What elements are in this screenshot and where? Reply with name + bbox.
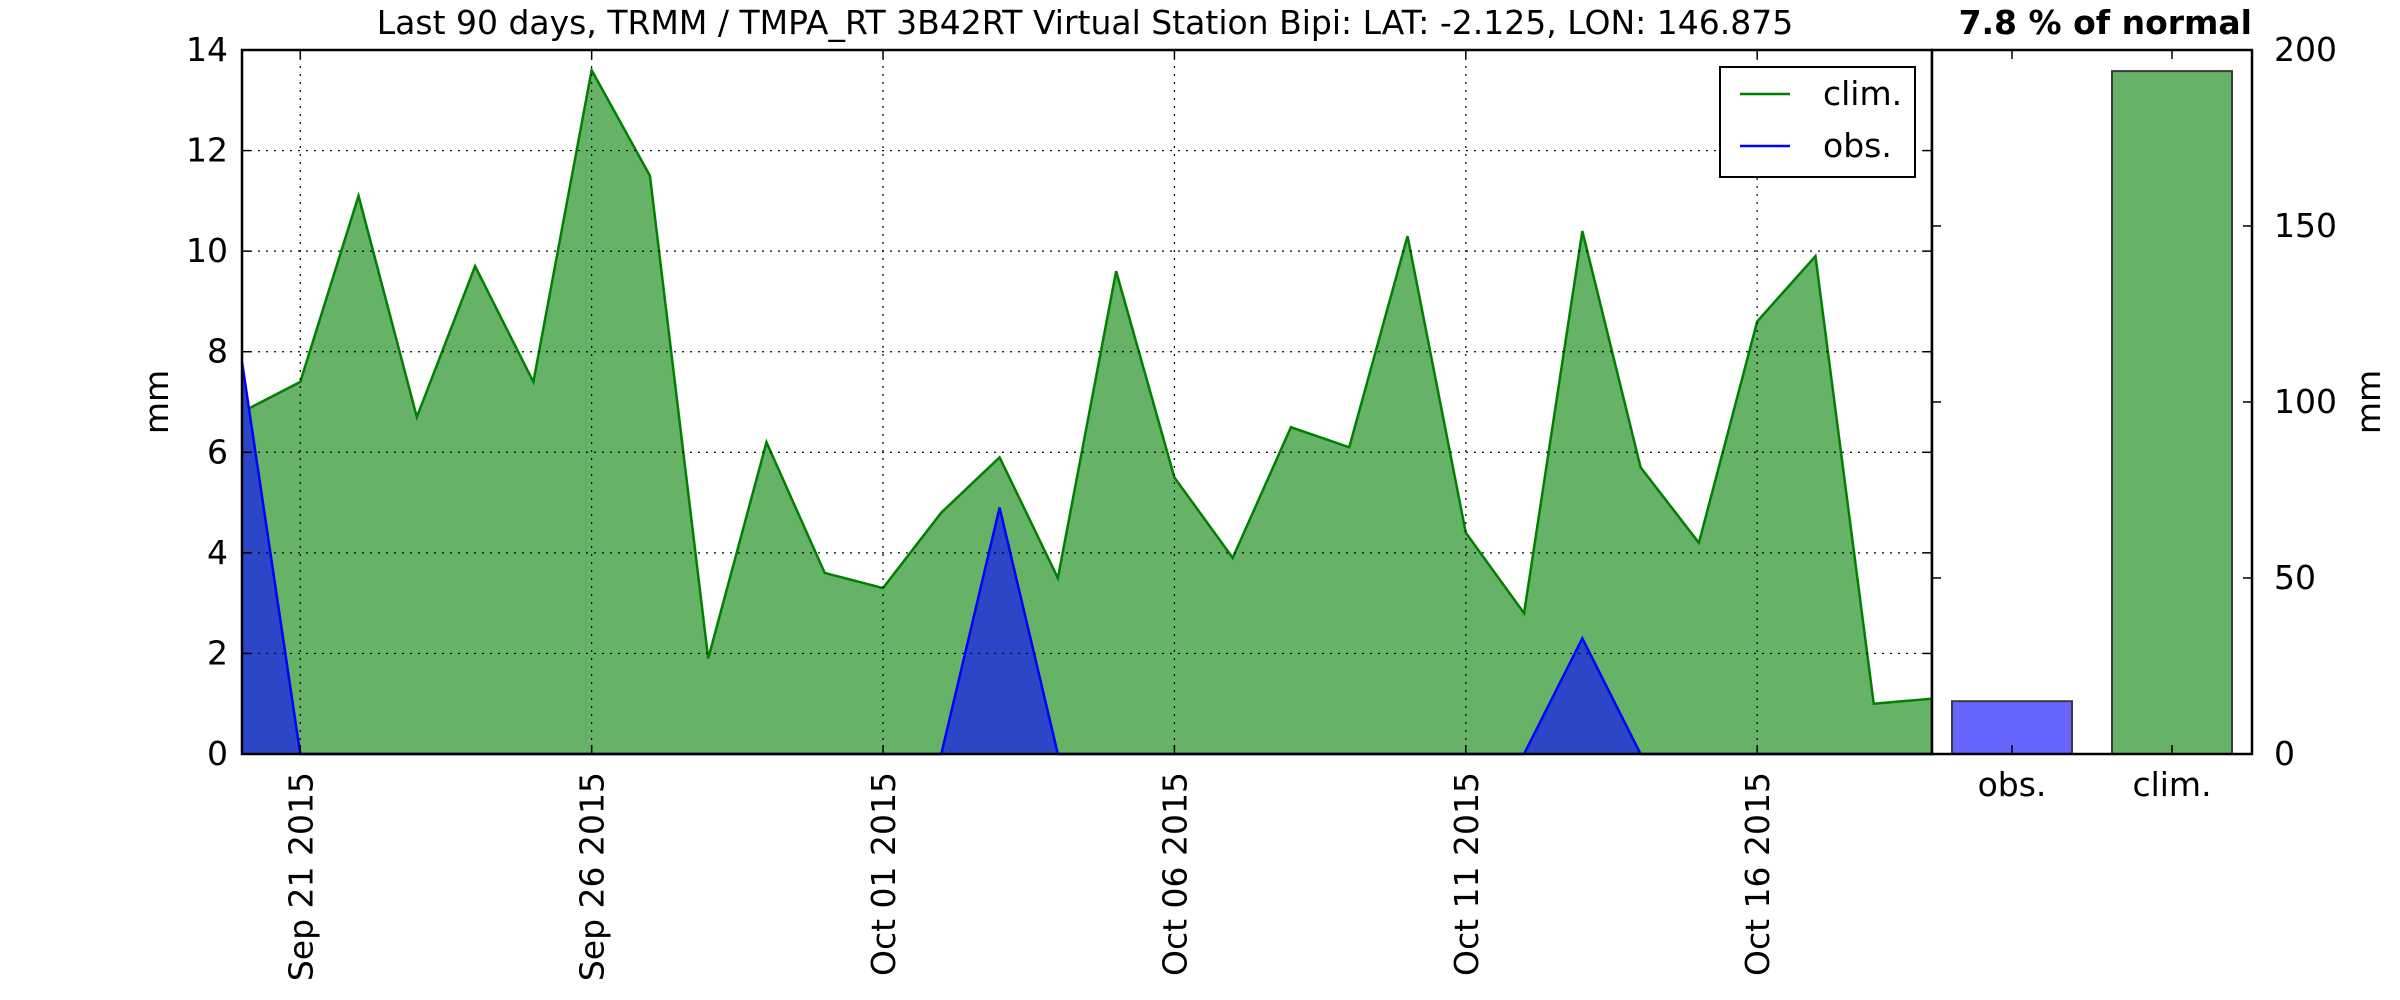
- x-tick-label: Oct 06 2015: [1155, 772, 1194, 976]
- main-plot: 0 2 4 6 8 10 12 14 Sep 21 2015 Sep 26 2015 Oct 01 …: [186, 30, 1934, 981]
- x-tick-label: Oct 01 2015: [864, 772, 903, 976]
- bar-plot-frame: [1930, 48, 2254, 756]
- y-tick-label: 10: [186, 231, 228, 270]
- series-area-0: [242, 70, 1932, 755]
- bar-y-axis-label: mm: [2349, 370, 2388, 434]
- legend-box: [1719, 66, 1916, 178]
- y-tick-label: 12: [186, 131, 228, 170]
- bar-1: [2111, 70, 2233, 756]
- main-y-axis-label: mm: [137, 370, 176, 434]
- y-tick-label: 2: [207, 633, 228, 672]
- x-tick-label: Oct 16 2015: [1738, 772, 1777, 976]
- y-tick-label: 0: [207, 734, 228, 773]
- y-tick-label: 6: [207, 432, 228, 471]
- bar-y-tick-label: 200: [2274, 30, 2337, 69]
- bar-y-tick-label: 50: [2274, 558, 2316, 597]
- bar-y-tick-label: 100: [2274, 382, 2337, 421]
- x-tick-label: Sep 26 2015: [573, 772, 612, 981]
- bar-plot: obs. clim. 0 50 100 150 200: [1930, 30, 2337, 804]
- bar-y-tick-label: 0: [2274, 734, 2295, 773]
- y-tick-label: 4: [207, 533, 228, 572]
- series-line-0: [241, 66, 1933, 706]
- legend: clim. obs.: [1719, 66, 1916, 178]
- y-tick-label: 14: [186, 30, 228, 69]
- main-chart-title: Last 90 days, TRMM / TMPA_RT 3B42RT Virt…: [377, 3, 1793, 42]
- legend-label-0: clim.: [1823, 74, 1902, 113]
- x-tick-label: Oct 11 2015: [1447, 772, 1486, 976]
- bar-category-label: clim.: [2132, 765, 2211, 804]
- x-tick-label: Sep 21 2015: [281, 772, 320, 981]
- bar-y-tick-label: 150: [2274, 206, 2337, 245]
- bar-category-label: obs.: [1978, 765, 2047, 804]
- bar-chart-title: 7.8 % of normal: [1959, 3, 2252, 42]
- y-tick-label: 8: [207, 332, 228, 371]
- legend-label-1: obs.: [1823, 126, 1892, 165]
